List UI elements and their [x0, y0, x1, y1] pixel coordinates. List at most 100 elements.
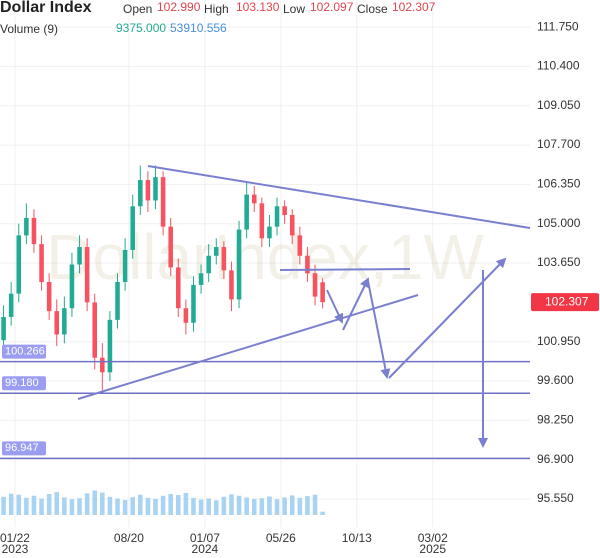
- candle-body: [297, 235, 303, 256]
- candle-body: [153, 177, 158, 201]
- candle-body: [62, 308, 67, 335]
- arrow: [367, 280, 391, 379]
- level-label-box: [2, 441, 46, 456]
- candle-body: [100, 357, 105, 373]
- volume-bar: [267, 496, 272, 515]
- candle-body: [46, 281, 52, 312]
- volume-label: Volume (9): [0, 22, 58, 36]
- volume-bar: [297, 497, 303, 515]
- trendline: [147, 165, 531, 229]
- candle-body: [115, 281, 120, 320]
- x-tick-label: 01/22: [0, 531, 30, 545]
- levels: 100.266 99.180 96.947: [0, 344, 530, 460]
- candle-body: [92, 302, 98, 358]
- candle-body: [267, 226, 272, 239]
- volume-value: 9375.000: [116, 21, 166, 35]
- volume-bar: [8, 493, 14, 515]
- last-price-label: 102.307: [545, 294, 589, 308]
- candle-body: [229, 270, 234, 300]
- volume-bar: [24, 497, 29, 515]
- volume-bar: [69, 499, 75, 515]
- volume-bar: [62, 497, 67, 515]
- y-tick-label: 96.900: [537, 452, 574, 466]
- volume-bar: [312, 494, 318, 515]
- x-tick-label: 10/13: [342, 531, 372, 545]
- x-year-label: 2024: [192, 542, 219, 556]
- volume-bar: [1, 496, 6, 515]
- volume-bar: [46, 494, 52, 515]
- candle-body: [259, 203, 265, 239]
- arrow: [342, 277, 369, 331]
- y-tick-label: 109.050: [537, 98, 581, 112]
- candle-body: [168, 226, 173, 268]
- title: Dollar Index: [0, 0, 92, 16]
- candle-body: [206, 255, 211, 274]
- level-label: 100.266: [5, 346, 45, 358]
- trendline: [279, 268, 411, 271]
- volume-bar: [31, 495, 37, 515]
- y-tick-label: 99.600: [537, 373, 574, 387]
- volume-bar: [183, 492, 189, 515]
- volume-bar: [168, 494, 173, 515]
- volume-bar: [100, 492, 105, 515]
- volume-bar: [176, 495, 181, 515]
- volume-bar: [259, 498, 265, 515]
- x-tick-label: 05/26: [266, 531, 296, 545]
- candle-body: [1, 316, 6, 341]
- arrow: [326, 289, 344, 324]
- x-tick-label: 08/20: [114, 531, 144, 545]
- volume-bar: [84, 493, 90, 515]
- volume-bar: [54, 491, 60, 515]
- y-tick-label: 98.250: [537, 413, 574, 427]
- candle-body: [320, 282, 325, 303]
- candle-body: [244, 194, 249, 230]
- candle-body: [213, 247, 219, 256]
- volume-bar: [16, 494, 22, 515]
- candle-body: [77, 247, 82, 265]
- volume-bar: [206, 498, 211, 515]
- close-value: 102.307: [392, 0, 436, 14]
- volume-bar: [229, 494, 234, 515]
- candle-body: [282, 206, 287, 215]
- legend: Dollar Index Open 102.990 High 103.130 L…: [0, 0, 436, 36]
- candle-body: [31, 217, 37, 245]
- volume-bar: [122, 499, 128, 515]
- candle-body: [54, 311, 60, 335]
- drawings: [77, 165, 531, 448]
- volume-bar: [92, 490, 98, 515]
- candle-body: [39, 244, 44, 282]
- x-tick-label: 01/07: [190, 531, 220, 545]
- x-year-label: 2025: [419, 542, 446, 556]
- high-value: 103.130: [236, 0, 280, 14]
- open-value: 102.990: [157, 0, 201, 14]
- candle-body: [221, 247, 227, 271]
- volume-bar: [289, 495, 295, 515]
- level-label-box: [2, 344, 46, 359]
- high-label: High: [204, 2, 229, 16]
- candle-body: [289, 214, 295, 236]
- open-label: Open: [123, 2, 152, 16]
- candle-body: [183, 308, 189, 323]
- candle-body: [130, 206, 135, 250]
- candle-body: [160, 177, 166, 227]
- watermark: DollarIndex,1W: [46, 221, 484, 293]
- x-tick-label: 03/02: [418, 531, 448, 545]
- candle-body: [16, 235, 22, 294]
- volume-bar: [213, 500, 219, 515]
- candle-body: [107, 319, 113, 373]
- low-value: 102.097: [310, 0, 354, 14]
- candle-body: [236, 229, 242, 300]
- y-tick-label: 106.350: [537, 177, 581, 191]
- volume-bar: [107, 496, 113, 515]
- volume-bar: [138, 494, 143, 515]
- low-label: Low: [283, 2, 305, 16]
- volume-bar: [191, 497, 196, 515]
- candle-body: [122, 249, 128, 282]
- candles: [1, 165, 325, 393]
- candle-body: [312, 273, 318, 297]
- candle-body: [145, 180, 151, 201]
- level-label-box: [2, 376, 46, 391]
- volume-bar: [160, 495, 166, 515]
- volume-bar: [153, 498, 158, 515]
